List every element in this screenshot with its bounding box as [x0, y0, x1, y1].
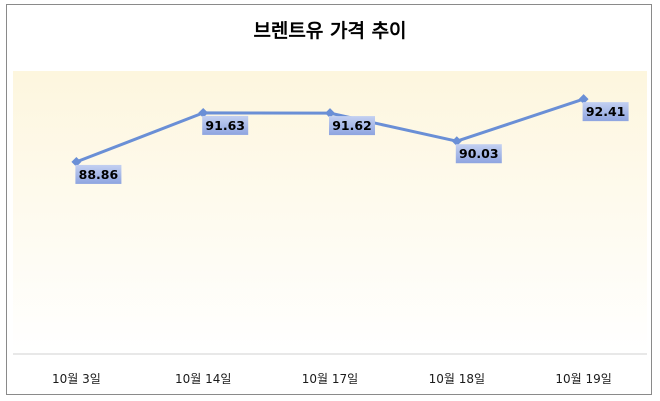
- series-layer: [71, 94, 589, 167]
- data-label-box: [455, 144, 502, 164]
- data-point-marker: [578, 94, 589, 105]
- data-label: 91.63: [205, 118, 245, 133]
- x-tick-label: 10월 17일: [302, 372, 358, 386]
- data-label: 92.41: [586, 104, 626, 119]
- x-tick-label: 10월 3일: [52, 372, 101, 386]
- x-tick-label: 10월 14일: [175, 372, 231, 386]
- data-label-box: [202, 115, 249, 135]
- chart-frame: 브렌트유 가격 추이 88.86 91.63 91.62 90.03 92.41 10월…: [6, 4, 652, 395]
- data-point-marker: [71, 156, 82, 167]
- data-labels-layer: 88.86 91.63 91.62 90.03 92.41: [75, 102, 629, 184]
- data-label-box: [582, 102, 629, 122]
- data-point-marker: [198, 107, 209, 118]
- x-tick-label: 10월 19일: [555, 372, 611, 386]
- chart-title: 브렌트유 가격 추이: [253, 20, 406, 42]
- data-point-marker: [451, 136, 462, 147]
- brent-price-chart: 브렌트유 가격 추이 88.86 91.63 91.62 90.03 92.41 10월…: [13, 20, 647, 386]
- data-label: 91.62: [332, 118, 372, 133]
- data-label: 88.86: [79, 167, 119, 182]
- x-tick-labels: 10월 3일 10월 14일 10월 17일 10월 18일 10월 19일: [52, 372, 612, 386]
- data-label-box: [329, 116, 375, 136]
- x-tick-label: 10월 18일: [429, 372, 485, 386]
- data-label-box: [75, 164, 122, 184]
- data-label: 90.03: [459, 146, 499, 161]
